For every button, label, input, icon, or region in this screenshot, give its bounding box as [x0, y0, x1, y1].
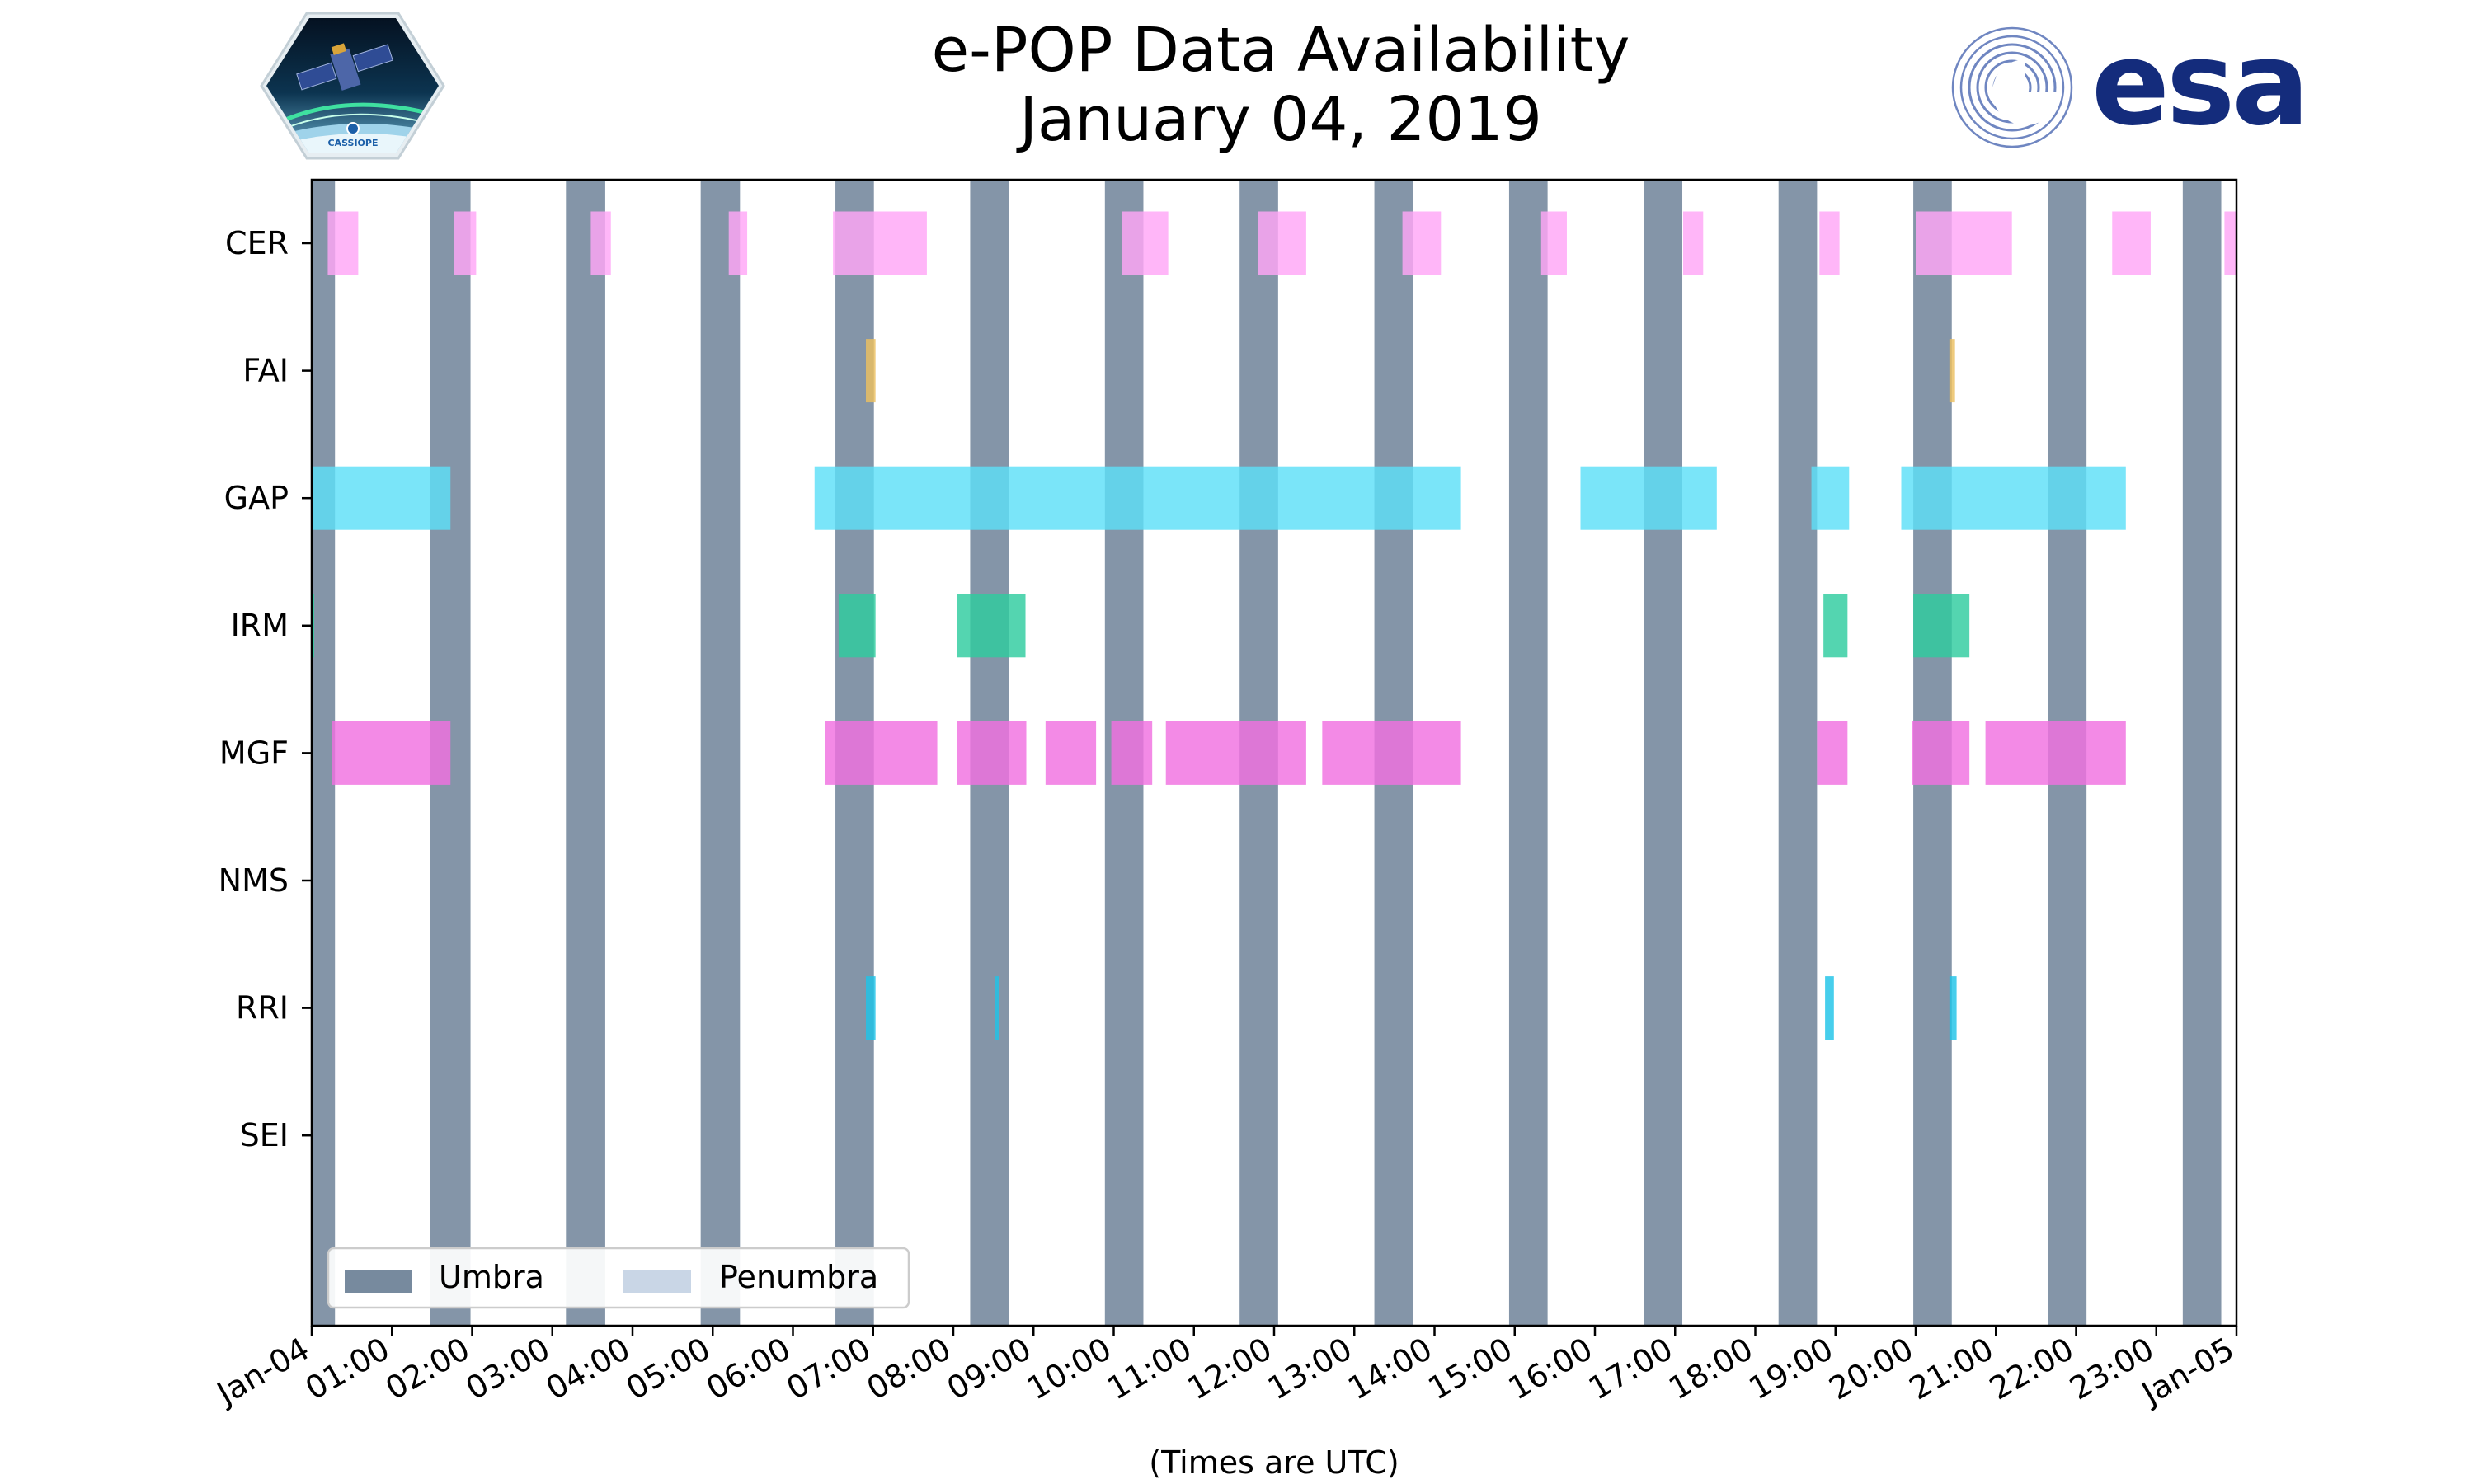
- y-tick-label-nms: NMS: [219, 862, 289, 899]
- x-tick-label: 08:00: [861, 1331, 957, 1407]
- bar-cer: [454, 211, 477, 275]
- cassiope-logo-text: CASSIOPE: [328, 138, 379, 148]
- x-tick-label: 16:00: [1503, 1331, 1599, 1407]
- x-tick-label: 05:00: [620, 1331, 717, 1407]
- series-layer: [312, 211, 2236, 1040]
- legend-box: [327, 1247, 910, 1309]
- umbra-band: [566, 180, 605, 1326]
- x-tick-label: 01:00: [299, 1331, 396, 1407]
- x-tick-label: 17:00: [1583, 1331, 1679, 1407]
- y-tick-label-mgf: MGF: [219, 735, 289, 771]
- x-tick-label: 12:00: [1182, 1331, 1278, 1407]
- x-axis: Jan-0401:0002:0003:0004:0005:0006:0007:0…: [209, 1326, 2241, 1412]
- y-tick-label-sei: SEI: [240, 1117, 289, 1153]
- umbra-band: [1778, 180, 1818, 1326]
- x-tick-label: 19:00: [1743, 1331, 1839, 1407]
- bar-cer: [327, 211, 359, 275]
- bar-gap: [1580, 466, 1717, 530]
- x-tick-label: 14:00: [1342, 1331, 1438, 1407]
- bar-rri: [1825, 976, 1834, 1040]
- bar-rri: [1949, 976, 1957, 1040]
- bar-mgf: [1165, 721, 1306, 785]
- y-tick-label-irm: IRM: [231, 608, 289, 644]
- x-tick-label: 07:00: [780, 1331, 877, 1407]
- y-tick-label-gap: GAP: [224, 480, 289, 516]
- bar-mgf: [1985, 721, 2126, 785]
- y-axis: CER FAI GAP IRM MGF NMS RRI SEI: [219, 225, 312, 1153]
- x-tick-label: 11:00: [1101, 1331, 1197, 1407]
- bar-cer: [1682, 211, 1704, 275]
- bar-cer: [1258, 211, 1306, 275]
- bar-gap: [1901, 466, 2126, 530]
- y-tick-label-rri: RRI: [236, 990, 289, 1026]
- bar-irm: [1823, 594, 1848, 658]
- umbra-band: [1508, 180, 1548, 1326]
- cassiope-logo: CASSIOPE: [260, 12, 445, 160]
- bar-cer: [1916, 211, 2012, 275]
- bar-cer: [833, 211, 927, 275]
- x-tick-label: 04:00: [540, 1331, 637, 1407]
- bar-cer: [1540, 211, 1567, 275]
- x-tick-label: 22:00: [1983, 1331, 2080, 1407]
- bar-mgf: [825, 721, 938, 785]
- bar-mgf: [957, 721, 1027, 785]
- bar-mgf: [332, 721, 451, 785]
- x-tick-label: 03:00: [459, 1331, 556, 1407]
- x-tick-label: 02:00: [379, 1331, 476, 1407]
- bar-mgf: [1912, 721, 1970, 785]
- chart-title: e-POP Data Availability: [932, 15, 1630, 86]
- bar-gap: [814, 466, 1461, 530]
- bar-gap: [312, 466, 451, 530]
- y-tick-label-cer: CER: [225, 225, 289, 261]
- bar-irm: [1913, 594, 1970, 658]
- bar-mgf: [1045, 721, 1097, 785]
- x-tick-label: 10:00: [1021, 1331, 1117, 1407]
- umbra-band: [2182, 180, 2222, 1326]
- bar-cer: [2112, 211, 2151, 275]
- x-tick-label: Jan-04: [209, 1331, 315, 1412]
- umbra-band: [1644, 180, 1683, 1326]
- bar-irm: [312, 594, 314, 658]
- bar-rri: [865, 976, 876, 1040]
- bar-mgf: [1111, 721, 1153, 785]
- bar-cer: [1122, 211, 1169, 275]
- bar-gap: [1811, 466, 1850, 530]
- x-tick-label: 06:00: [700, 1331, 797, 1407]
- bar-cer: [1402, 211, 1442, 275]
- bar-cer: [2224, 211, 2236, 275]
- bar-cer: [590, 211, 611, 275]
- bar-cer: [728, 211, 748, 275]
- bar-rri: [995, 976, 999, 1040]
- legend-label-penumbra: Penumbra: [719, 1259, 878, 1295]
- bar-irm: [957, 594, 1026, 658]
- esa-logo-text: esa: [2091, 17, 2307, 152]
- x-tick-label: 09:00: [941, 1331, 1037, 1407]
- legend-swatch-penumbra: [623, 1270, 691, 1293]
- bar-cer: [1819, 211, 1840, 275]
- esa-logo: esa: [1951, 17, 2310, 152]
- x-tick-label: 15:00: [1422, 1331, 1518, 1407]
- x-tick-label: 18:00: [1663, 1331, 1759, 1407]
- y-tick-label-fai: FAI: [242, 353, 289, 389]
- x-tick-label: 21:00: [1903, 1331, 2000, 1407]
- x-tick-label: Jan-05: [2134, 1331, 2240, 1412]
- legend-label-umbra: Umbra: [439, 1259, 544, 1295]
- bar-fai: [1949, 339, 1955, 403]
- x-tick-label: 13:00: [1262, 1331, 1358, 1407]
- chart-subtitle: January 04, 2019: [1016, 84, 1542, 155]
- umbra-layer: [312, 180, 2222, 1326]
- bar-mgf: [1322, 721, 1461, 785]
- legend-swatch-umbra: [345, 1270, 412, 1293]
- legend: Umbra Penumbra: [327, 1247, 910, 1309]
- umbra-band: [700, 180, 741, 1326]
- x-axis-label: (Times are UTC): [1149, 1444, 1399, 1481]
- bar-mgf: [1817, 721, 1848, 785]
- umbra-band: [312, 180, 336, 1326]
- x-tick-label: 20:00: [1823, 1331, 1920, 1407]
- bar-irm: [838, 594, 876, 658]
- bar-fai: [865, 339, 876, 403]
